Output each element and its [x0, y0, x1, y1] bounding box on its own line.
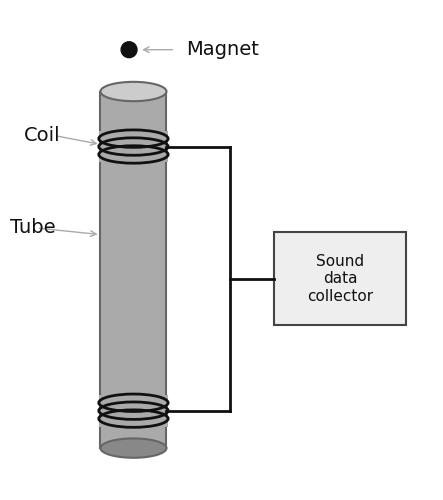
Bar [99, 130, 168, 162]
Bar [101, 92, 167, 448]
Text: Coil: Coil [23, 126, 60, 145]
Ellipse shape [101, 438, 167, 458]
Text: Tube: Tube [10, 218, 56, 238]
Circle shape [121, 42, 137, 58]
Text: Magnet: Magnet [187, 40, 259, 59]
Bar [99, 395, 168, 426]
Bar [274, 232, 406, 325]
Ellipse shape [101, 82, 167, 101]
Text: Sound
data
collector: Sound data collector [307, 254, 373, 304]
